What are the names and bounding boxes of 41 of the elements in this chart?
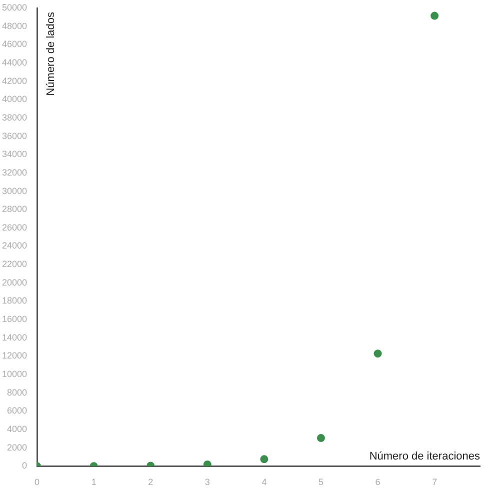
y-tick-label: 48000	[2, 20, 28, 31]
x-tick-label: 2	[148, 477, 154, 488]
x-axis-title: Número de iteraciones	[369, 450, 480, 463]
y-tick-label: 42000	[2, 76, 28, 86]
point	[316, 434, 325, 442]
y-tick-label: 34000	[2, 149, 28, 160]
y-tick-label: 44000	[2, 57, 28, 68]
point	[260, 455, 268, 464]
y-tick-label: 36000	[2, 130, 28, 141]
x-tick-label: 0	[34, 477, 40, 488]
point	[203, 460, 212, 466]
y-tick-label: 30000	[2, 186, 28, 196]
y-tick-label: 4000	[6, 424, 28, 434]
y-tick-label: 0	[22, 460, 28, 471]
y-tick-label: 22000	[2, 259, 28, 270]
y-tick-label: 38000	[2, 112, 28, 122]
y-tick-label: 46000	[2, 39, 28, 50]
point	[430, 12, 439, 20]
y-tick-label: 28000	[2, 204, 28, 214]
x-tick-label: 3	[204, 477, 210, 488]
x-tick-label: 6	[375, 477, 380, 488]
y-tick-label: 14000	[2, 332, 28, 342]
y-tick-label: 6000	[6, 406, 28, 416]
y-tick-label: 40000	[2, 94, 28, 104]
y-tick-label: 32000	[2, 167, 28, 178]
y-tick-label: 12000	[2, 350, 28, 361]
y-tick-label: 50000	[2, 2, 28, 12]
x-tick-label: 7	[432, 477, 438, 488]
y-tick-label: 26000	[2, 222, 28, 232]
y-axis-title: Número de lados	[45, 12, 58, 96]
y-tick-label: 10000	[2, 369, 28, 380]
y-tick-label: 2000	[6, 442, 28, 452]
y-tick-label: 20000	[2, 277, 28, 288]
x-tick-label: 1	[91, 477, 96, 488]
point	[374, 350, 382, 358]
y-tick-label: 18000	[2, 296, 28, 306]
x-tick-label: 5	[318, 477, 324, 488]
y-tick-label: 8000	[6, 387, 28, 398]
y-tick-label: 16000	[2, 314, 28, 324]
y-tick-label: 24000	[2, 240, 28, 251]
x-tick-label: 4	[262, 477, 267, 488]
